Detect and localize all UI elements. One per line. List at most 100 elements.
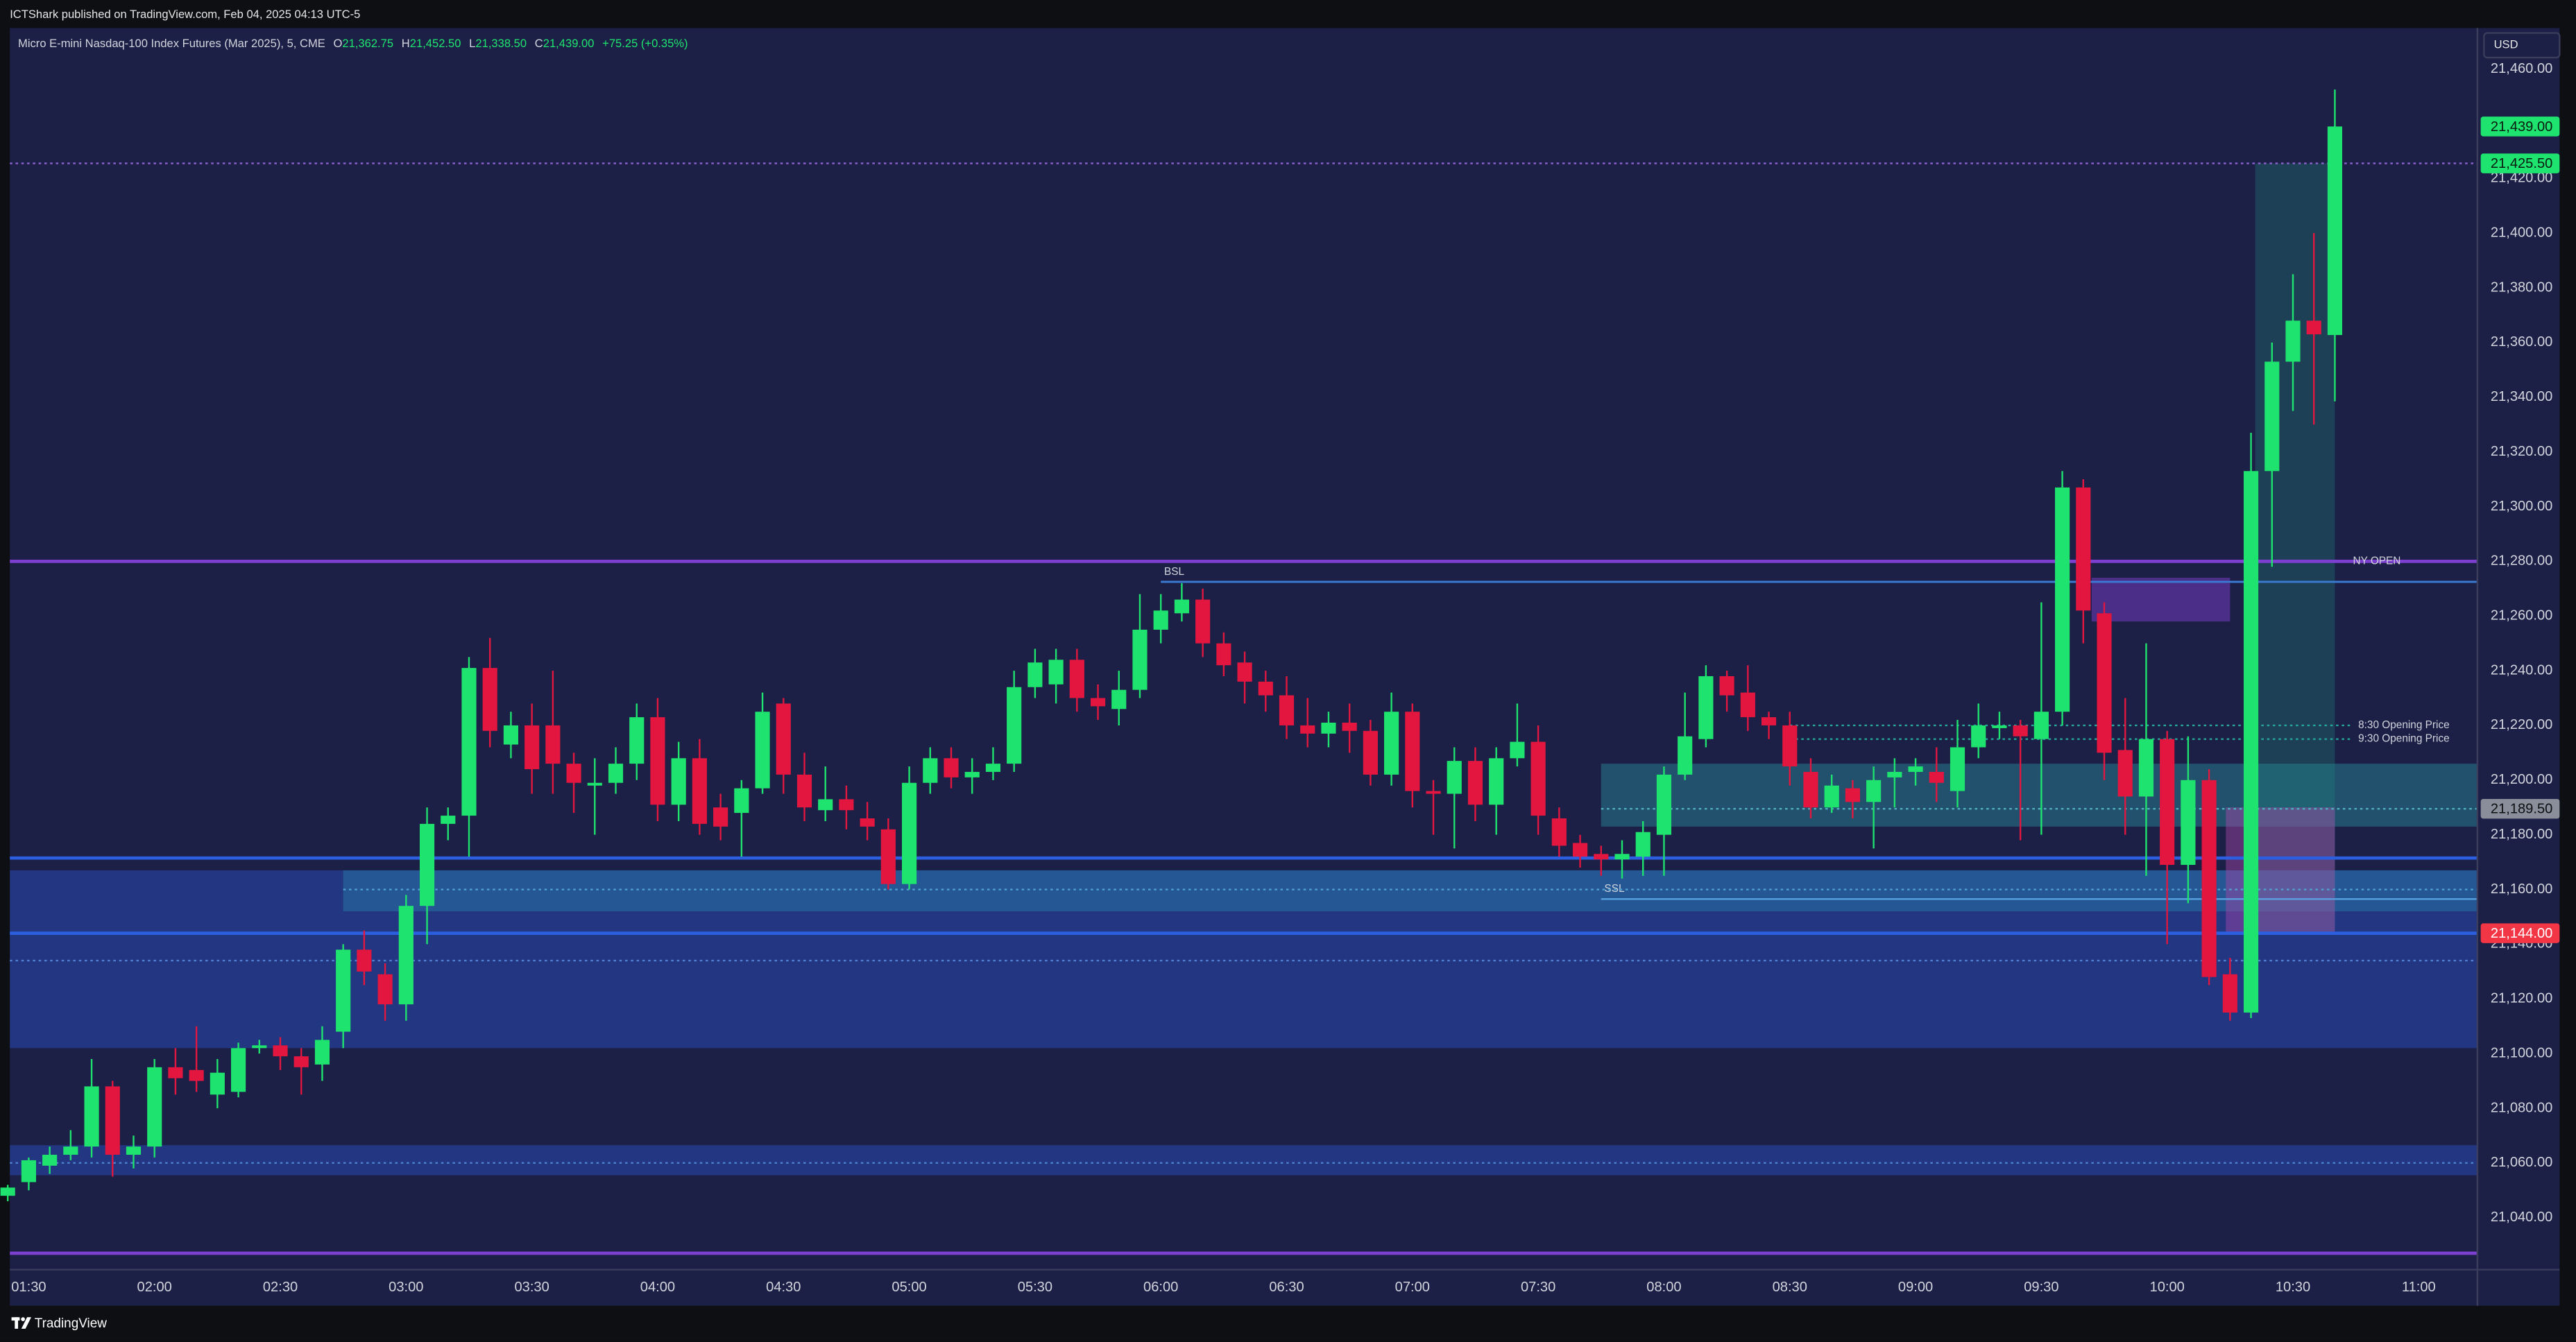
candle-body <box>2097 613 2112 753</box>
x-tick-label: 03:00 <box>389 1280 423 1295</box>
candle-body <box>734 788 749 814</box>
zone <box>2091 578 2230 622</box>
candle-body <box>1069 660 1084 698</box>
level-label: BSL <box>1164 566 1185 578</box>
y-tick-label: 21,260.00 <box>2491 608 2552 623</box>
candle-body <box>2181 780 2196 866</box>
zone <box>2255 163 2335 934</box>
candle-body <box>1405 712 1420 791</box>
candle-body <box>1887 771 1902 777</box>
candle-body <box>2033 712 2049 739</box>
candle-body <box>273 1045 288 1057</box>
price-label-box <box>2480 798 2560 819</box>
candle-body <box>147 1067 162 1147</box>
y-tick-label: 21,400.00 <box>2491 225 2552 240</box>
candle-body <box>503 725 519 745</box>
candle-body <box>2138 739 2154 797</box>
candle-body <box>1803 771 1818 808</box>
x-tick-label: 07:30 <box>1521 1280 1555 1295</box>
candle-body <box>1426 791 1441 794</box>
candle-body <box>84 1086 99 1147</box>
candle-body <box>1007 687 1022 764</box>
candle-body <box>377 974 393 1005</box>
y-tick-label: 21,240.00 <box>2491 662 2552 678</box>
candle-body <box>1594 854 1609 860</box>
ohlc-value: 21,439.00 <box>543 37 595 50</box>
ohlc-key: H <box>402 37 410 50</box>
y-tick-label: 21,180.00 <box>2491 827 2552 842</box>
candle-body <box>1195 599 1211 644</box>
candle-body <box>1782 725 1798 767</box>
candle-body <box>1342 722 1357 731</box>
candle-body <box>126 1146 142 1155</box>
candle-body <box>1678 736 1693 775</box>
x-tick-label: 04:30 <box>766 1280 801 1295</box>
x-tick-label: 06:00 <box>1143 1280 1178 1295</box>
brand-logo <box>11 1317 31 1329</box>
candle-body <box>1719 676 1734 696</box>
logo-part <box>15 1317 19 1329</box>
candle-body <box>210 1072 225 1095</box>
x-tick-label: 06:30 <box>1269 1280 1304 1295</box>
ohlc-value: 21,362.75 <box>342 37 393 50</box>
candle-body <box>1132 629 1148 690</box>
candle-body <box>880 829 896 884</box>
candle-body <box>860 818 875 827</box>
candle-body <box>1489 758 1504 805</box>
candle-body <box>1971 725 1986 748</box>
ohlc-key: C <box>535 37 543 50</box>
candle-body <box>2264 361 2280 472</box>
y-tick-label: 21,460.00 <box>2491 61 2552 76</box>
candle-body <box>755 712 770 789</box>
candle-body <box>1384 712 1399 775</box>
candle-body <box>587 782 602 786</box>
caption: ICTShark published on TradingView.com, F… <box>10 8 360 21</box>
candle-body <box>1510 741 1525 759</box>
y-tick-label: 21,040.00 <box>2491 1210 2552 1225</box>
candle-body <box>2222 974 2237 1013</box>
x-tick-label: 08:30 <box>1773 1280 1807 1295</box>
candle-body <box>1258 681 1273 696</box>
zone <box>2226 807 2335 934</box>
candle-body <box>1048 660 1064 685</box>
ohlc-value: 21,452.50 <box>410 37 461 50</box>
candle-body <box>2327 126 2343 336</box>
candle-body <box>545 725 561 764</box>
candle-body <box>1111 689 1127 709</box>
candle-body <box>1635 832 1650 857</box>
candle-body <box>1174 599 1189 614</box>
candle-body <box>2076 487 2091 611</box>
candle-body <box>1698 676 1714 739</box>
candle-body <box>629 717 645 764</box>
candle-body <box>796 774 812 808</box>
y-tick-label: 21,300.00 <box>2491 499 2552 514</box>
logo-part <box>21 1317 25 1321</box>
candle-body <box>2013 725 2028 737</box>
candle-body <box>1279 695 1295 725</box>
candle-body <box>1216 643 1231 666</box>
symbol-title: Micro E-mini Nasdaq-100 Index Futures (M… <box>18 37 325 50</box>
candle-body <box>168 1067 183 1078</box>
x-tick-label: 01:30 <box>11 1280 46 1295</box>
candle-body <box>1740 692 1755 718</box>
candle-body <box>2285 320 2301 362</box>
x-tick-label: 09:00 <box>1898 1280 1933 1295</box>
ohlc-key: O <box>334 37 343 50</box>
candle-body <box>398 906 413 1005</box>
candle-body <box>818 799 833 811</box>
price-label-box <box>2480 153 2560 173</box>
level-label: 8:30 Opening Price <box>2358 719 2450 731</box>
candle-body <box>1761 717 1777 725</box>
y-tick-label: 21,160.00 <box>2491 881 2552 897</box>
y-tick-label: 21,200.00 <box>2491 772 2552 787</box>
price-label-box <box>2480 923 2560 943</box>
candle-body <box>63 1146 78 1155</box>
candle-body <box>1363 730 1378 775</box>
x-tick-label: 11:00 <box>2402 1280 2436 1295</box>
symbol-legend: Micro E-mini Nasdaq-100 Index Futures (M… <box>18 37 688 50</box>
chart-background <box>10 28 2560 1306</box>
candle-body <box>566 764 581 783</box>
currency-box[interactable] <box>2483 32 2561 59</box>
x-tick-label: 04:00 <box>640 1280 675 1295</box>
